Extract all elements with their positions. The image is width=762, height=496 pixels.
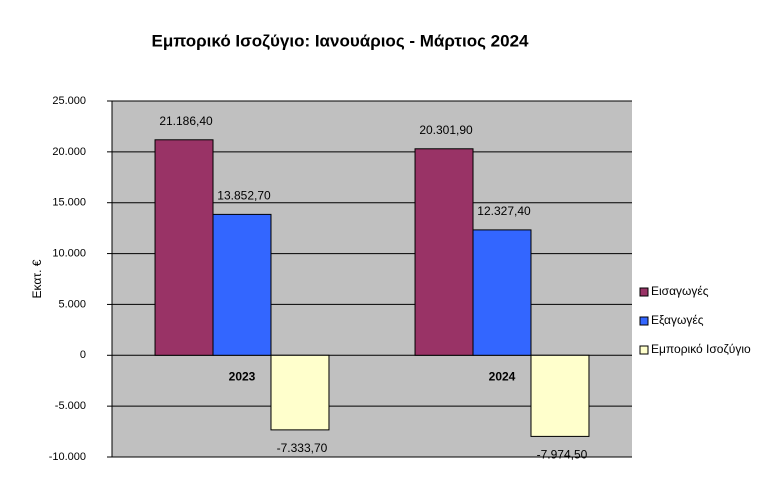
bar [212, 213, 272, 356]
x-tick-label: 2023 [229, 369, 256, 383]
legend-swatch [639, 287, 649, 297]
x-tick-label: 2024 [489, 369, 516, 383]
legend-swatch [639, 345, 649, 355]
legend-label: Εμπορικό Ισοζύγιο [651, 342, 751, 356]
y-axis-label: Εκατ. € [30, 259, 44, 298]
bar [530, 354, 590, 437]
chart-title: Εμπορικό Ισοζύγιο: Ιανουάριος - Μάρτιος … [152, 31, 530, 50]
value-label: 20.301,90 [419, 123, 473, 137]
y-tick-label: 10.000 [52, 247, 86, 259]
legend-swatch [639, 316, 649, 326]
y-tick-label: 5.000 [58, 298, 86, 310]
value-label: 12.327,40 [477, 204, 531, 218]
y-tick-label: 15.000 [52, 197, 86, 209]
y-tick-label: 25.000 [52, 95, 86, 107]
y-tick-label: 0 [80, 349, 86, 361]
bar [472, 229, 532, 356]
y-tick-label: -5.000 [55, 400, 86, 412]
value-label: -7.974,50 [537, 448, 588, 462]
bar [270, 354, 330, 431]
bar [414, 148, 474, 356]
y-tick-label: 20.000 [52, 146, 86, 158]
legend-label: Εξαγωγές [651, 313, 704, 327]
value-label: 13.852,70 [217, 189, 271, 203]
y-tick-label: -10.000 [49, 451, 86, 463]
legend-label: Εισαγωγές [651, 284, 709, 298]
value-label: 21.186,40 [159, 114, 213, 128]
bar [154, 139, 214, 356]
value-label: -7.333,70 [277, 441, 328, 455]
